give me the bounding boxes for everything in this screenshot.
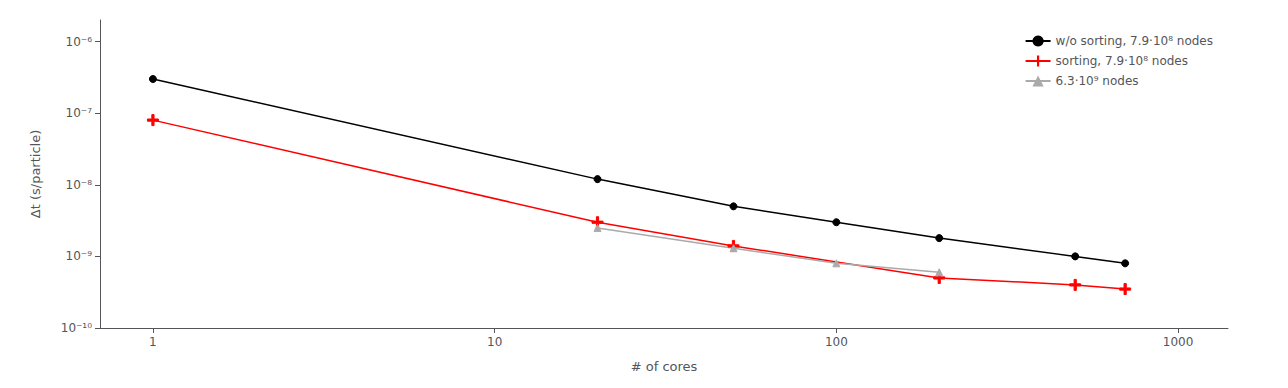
svg-text:1: 1 <box>149 335 157 349</box>
svg-text:sorting, 7.9·10⁸ nodes: sorting, 7.9·10⁸ nodes <box>1056 54 1188 68</box>
svg-text:100: 100 <box>825 335 848 349</box>
svg-text:10⁻¹⁰: 10⁻¹⁰ <box>61 321 92 335</box>
svg-text:6.3·10⁹ nodes: 6.3·10⁹ nodes <box>1056 74 1139 88</box>
svg-text:10⁻⁹: 10⁻⁹ <box>66 249 93 263</box>
svg-text:Δt (s/particle): Δt (s/particle) <box>28 130 43 218</box>
svg-text:10⁻⁸: 10⁻⁸ <box>66 178 93 192</box>
svg-text:1000: 1000 <box>1163 335 1194 349</box>
svg-text:10: 10 <box>487 335 502 349</box>
svg-text:# of cores: # of cores <box>631 359 698 374</box>
svg-text:10⁻⁶: 10⁻⁶ <box>66 35 93 49</box>
svg-text:w/o sorting, 7.9·10⁸ nodes: w/o sorting, 7.9·10⁸ nodes <box>1056 34 1213 48</box>
svg-text:10⁻⁷: 10⁻⁷ <box>66 106 93 120</box>
